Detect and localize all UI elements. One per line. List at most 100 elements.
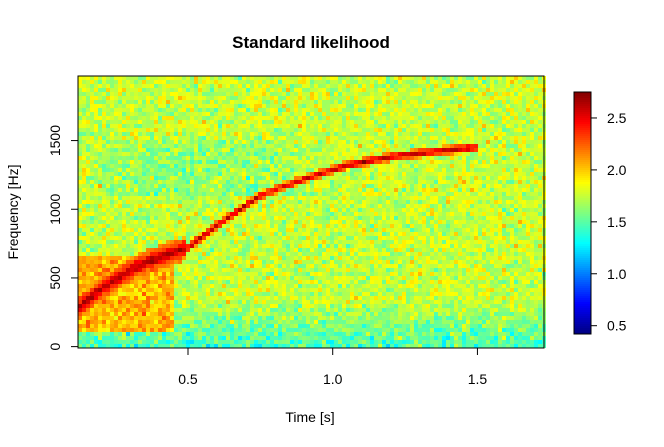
heatmap-cell [350, 120, 354, 124]
heatmap-cell [86, 148, 90, 152]
heatmap-cell [158, 176, 162, 180]
heatmap-cell [446, 116, 450, 120]
heatmap-cell [298, 200, 302, 204]
heatmap-cell [390, 76, 394, 80]
heatmap-cell [106, 228, 110, 232]
heatmap-cell [262, 132, 266, 136]
heatmap-cell [530, 188, 534, 192]
heatmap-cell [146, 172, 150, 176]
heatmap-cell [250, 164, 254, 168]
heatmap-cell [334, 128, 338, 132]
heatmap-cell [382, 200, 386, 204]
heatmap-cell [530, 104, 534, 108]
heatmap-cell [390, 140, 394, 144]
heatmap-cell [150, 164, 154, 168]
heatmap-cell [498, 100, 502, 104]
heatmap-cell [338, 176, 342, 180]
heatmap-cell [238, 84, 242, 88]
heatmap-cell [414, 92, 418, 96]
heatmap-cell [118, 100, 122, 104]
heatmap-cell [414, 212, 418, 216]
heatmap-cell [238, 128, 242, 132]
heatmap-cell [154, 108, 158, 112]
heatmap-cell [258, 204, 262, 208]
heatmap-cell [534, 176, 538, 180]
heatmap-cell [162, 192, 166, 196]
heatmap-cell [526, 100, 530, 104]
heatmap-cell [146, 76, 150, 80]
heatmap-cell [254, 196, 258, 200]
heatmap-cell [490, 228, 494, 232]
heatmap-cell [222, 148, 226, 152]
heatmap-cell [494, 188, 498, 192]
heatmap-cell [342, 80, 346, 84]
heatmap-cell [334, 212, 338, 216]
heatmap-cell [82, 132, 86, 136]
heatmap-cell [90, 128, 94, 132]
heatmap-cell [102, 84, 106, 88]
heatmap-cell [466, 160, 470, 164]
heatmap-cell [458, 80, 462, 84]
heatmap-cell [538, 208, 542, 212]
heatmap-cell [234, 108, 238, 112]
heatmap-cell [502, 96, 506, 100]
heatmap-cell [234, 172, 238, 176]
heatmap-cell [498, 184, 502, 188]
heatmap-cell [182, 200, 186, 204]
heatmap-cell [494, 140, 498, 144]
heatmap-cell [114, 220, 118, 224]
heatmap-cell [114, 184, 118, 188]
heatmap-cell [398, 188, 402, 192]
heatmap-cell [210, 100, 214, 104]
heatmap-cell [486, 192, 490, 196]
heatmap-cell [406, 196, 410, 200]
heatmap-cell [94, 220, 98, 224]
heatmap-cell [438, 236, 442, 240]
heatmap-cell [462, 124, 466, 128]
heatmap-cell [534, 92, 538, 96]
heatmap-cell [410, 96, 414, 100]
heatmap-cell [106, 220, 110, 224]
heatmap-cell [98, 228, 102, 232]
heatmap-cell [142, 208, 146, 212]
heatmap-cell [430, 160, 434, 164]
heatmap-cell [454, 116, 458, 120]
heatmap-cell [346, 104, 350, 108]
heatmap-cell [246, 144, 250, 148]
heatmap-cell [162, 152, 166, 156]
heatmap-cell [282, 96, 286, 100]
heatmap-cell [502, 136, 506, 140]
heatmap-cell [290, 188, 294, 192]
heatmap-cell [246, 240, 250, 244]
heatmap-cell [402, 136, 406, 140]
heatmap-cell [170, 108, 174, 112]
heatmap-cell [326, 116, 330, 120]
heatmap-cell [518, 164, 522, 168]
heatmap-cell [206, 144, 210, 148]
heatmap-cell [78, 240, 82, 244]
heatmap-cell [294, 164, 298, 168]
heatmap-cell [438, 240, 442, 244]
heatmap-cell [462, 228, 466, 232]
heatmap-cell [154, 76, 158, 80]
heatmap-cell [142, 88, 146, 92]
heatmap-cell [106, 88, 110, 92]
heatmap-cell [426, 124, 430, 128]
heatmap-cell [458, 108, 462, 112]
heatmap-cell [238, 80, 242, 84]
heatmap-cell [486, 140, 490, 144]
heatmap-cell [318, 96, 322, 100]
heatmap-cell [354, 160, 358, 164]
heatmap-cell [246, 104, 250, 108]
heatmap-cell [186, 208, 190, 212]
heatmap-cell [286, 140, 290, 144]
heatmap-cell [490, 84, 494, 88]
heatmap-cell [534, 156, 538, 160]
heatmap-cell [254, 108, 258, 112]
heatmap-cell [158, 120, 162, 124]
heatmap-cell [370, 144, 374, 148]
heatmap-cell [90, 76, 94, 80]
heatmap-cell [194, 148, 198, 152]
heatmap-cell [518, 232, 522, 236]
heatmap-cell [362, 124, 366, 128]
